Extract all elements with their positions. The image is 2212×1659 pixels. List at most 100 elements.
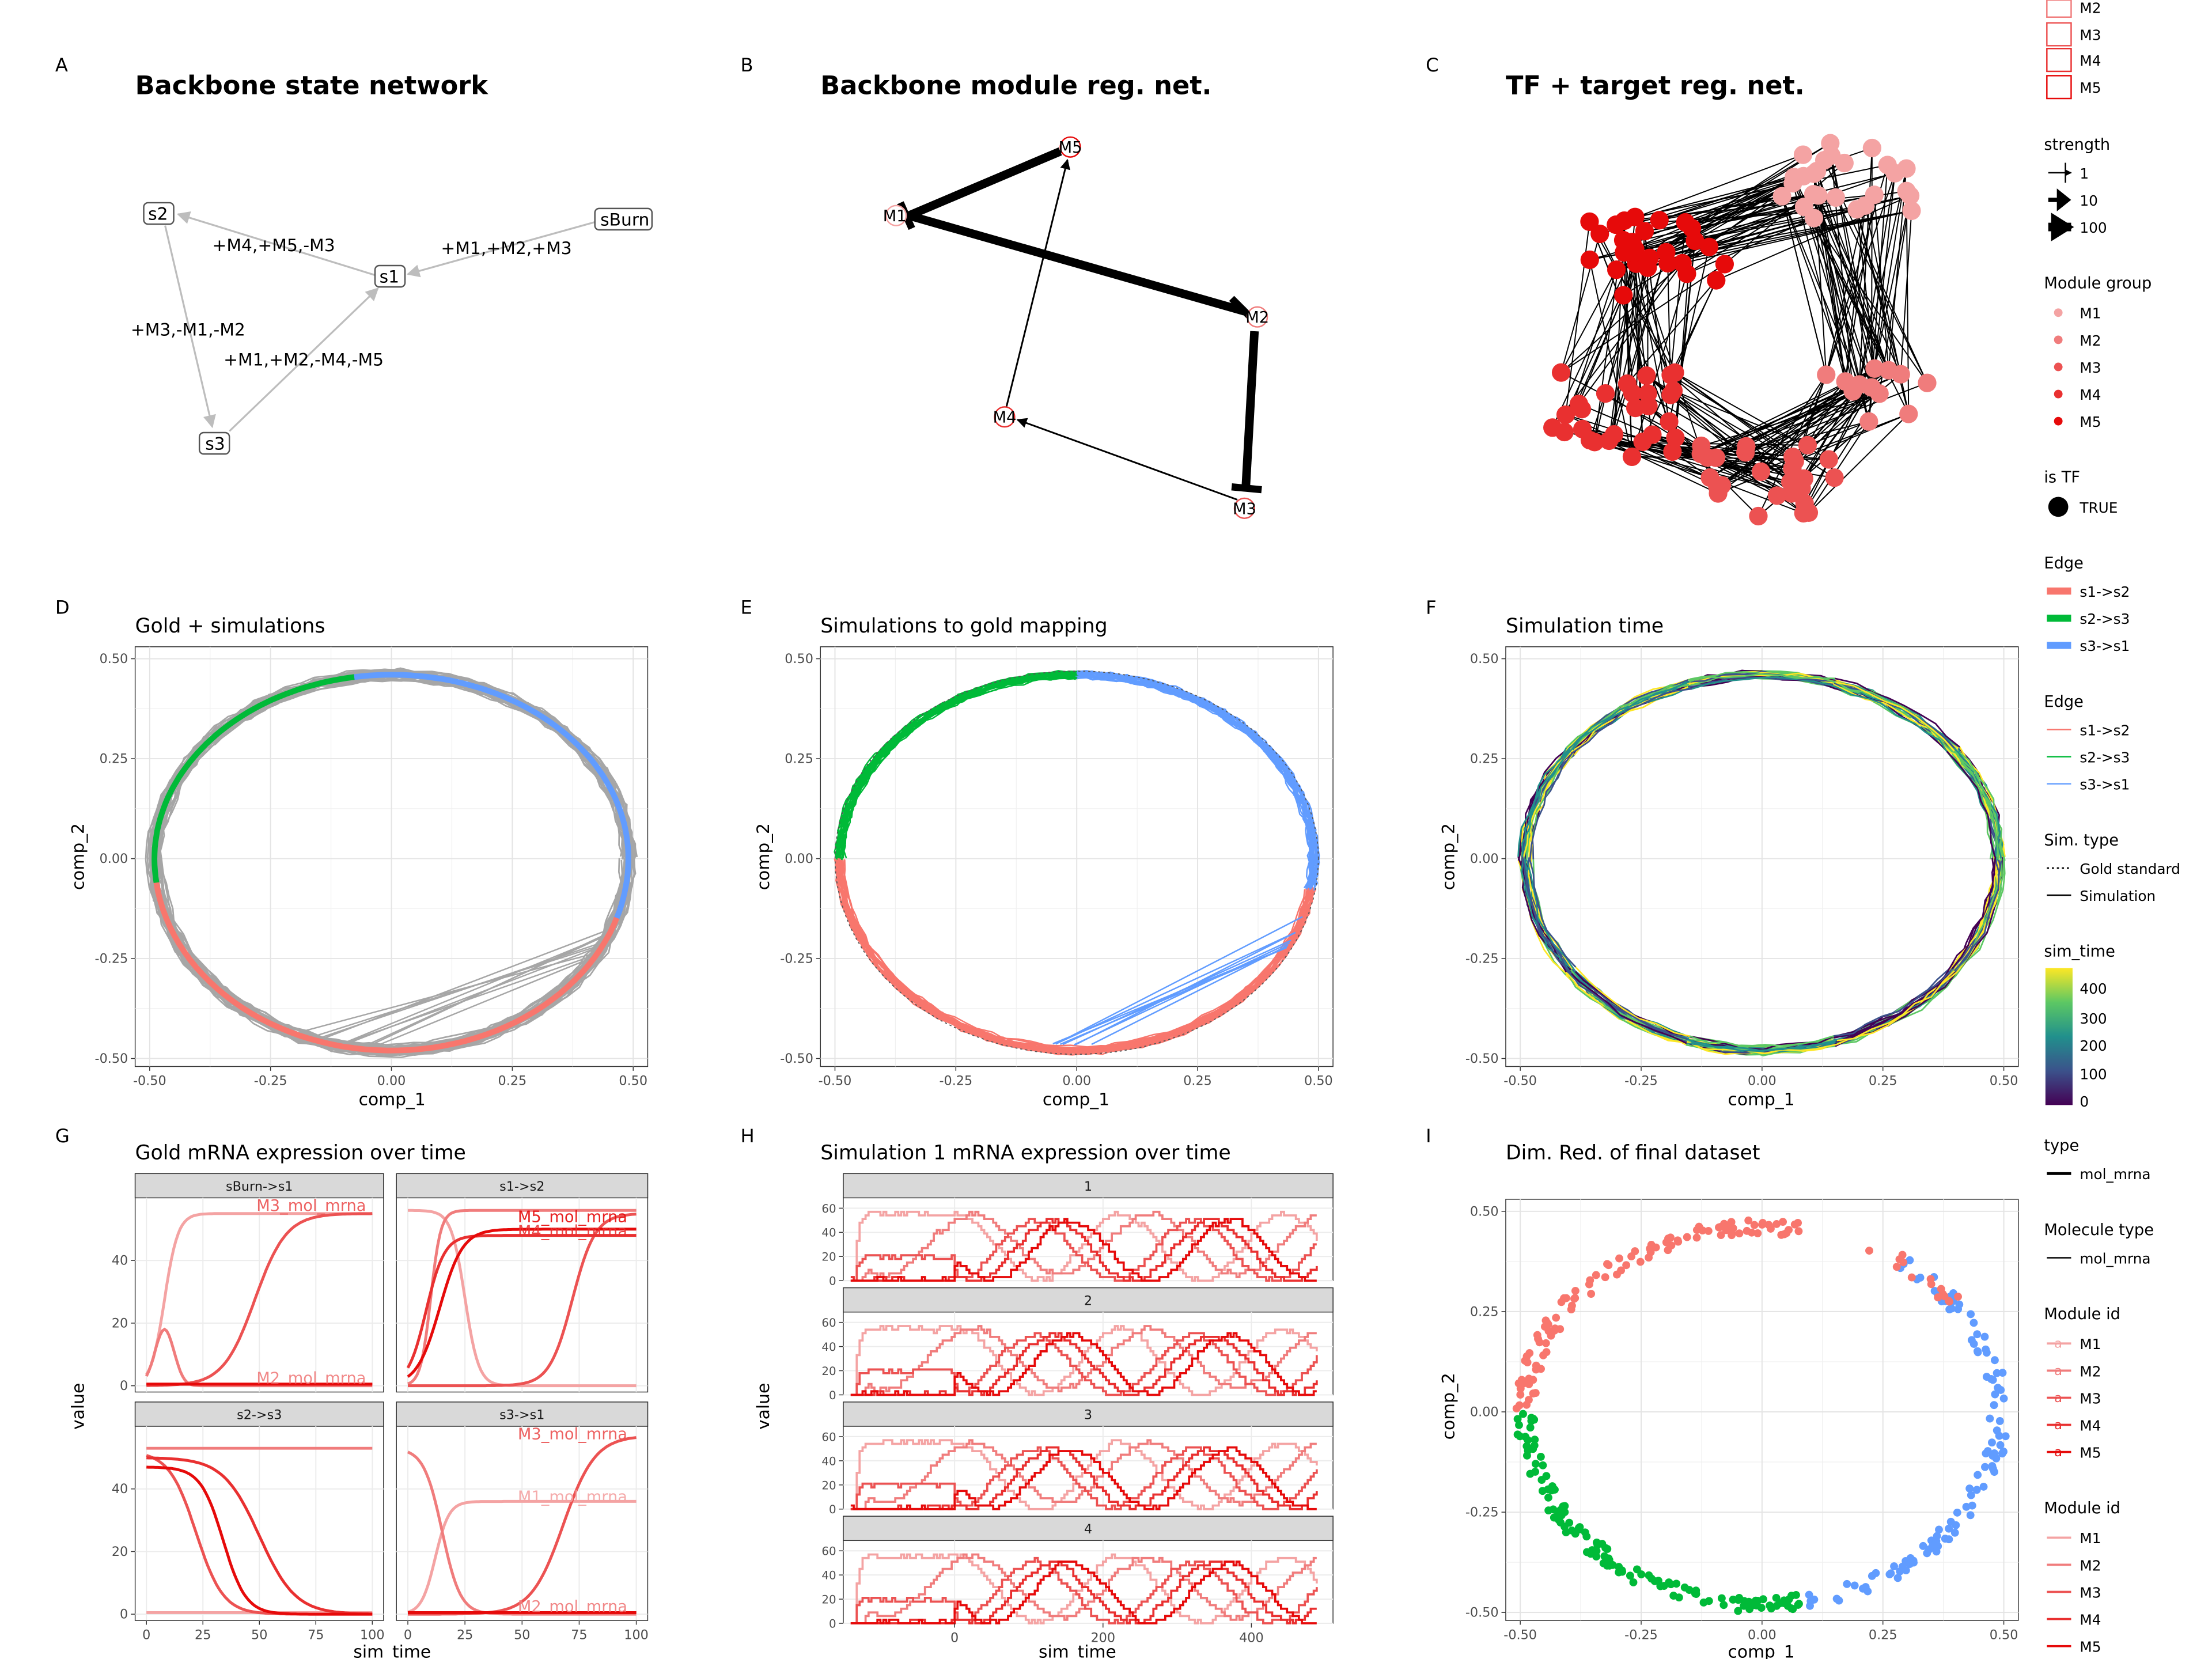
panel-tag-i: I	[1426, 1125, 1431, 1147]
legend-key: a	[2047, 1391, 2071, 1406]
legend-label: M2	[2080, 332, 2101, 349]
simulation-time-path	[1686, 1041, 1838, 1055]
regulation-edge	[1858, 173, 1896, 385]
regulation-edge	[1835, 197, 1928, 384]
data-point	[1968, 1501, 1976, 1510]
data-point	[1982, 1349, 1991, 1357]
expression-line	[407, 1209, 637, 1385]
data-point	[1983, 1447, 1992, 1456]
x-tick-label: 0	[142, 1627, 150, 1642]
legend-label: s3->s1	[2080, 777, 2130, 793]
data-point	[1910, 1558, 1918, 1567]
tf-node	[1650, 211, 1669, 230]
expression-line	[407, 1499, 637, 1614]
data-point	[1974, 1471, 1982, 1479]
legend-label: M2	[2080, 0, 2101, 16]
data-point	[1734, 1607, 1743, 1615]
regulation-edge	[1701, 393, 1880, 446]
x-tick-label: -0.25	[939, 1074, 972, 1089]
axis-xlabel-i: comp_1	[1728, 1642, 1795, 1659]
legend-label: M5	[2080, 79, 2101, 96]
data-point	[1515, 1421, 1523, 1429]
facet-strip	[396, 1402, 649, 1427]
x-tick-label: 75	[308, 1627, 324, 1642]
y-tick-label: -0.25	[95, 951, 128, 966]
tf-node	[1677, 264, 1696, 283]
tf-node	[1585, 433, 1604, 452]
y-tick-label: 40	[821, 1340, 836, 1354]
regulation-edge	[1589, 259, 1633, 457]
tf-node	[1638, 384, 1657, 403]
y-tick-label: 40	[112, 1482, 128, 1497]
data-point	[1601, 1273, 1609, 1282]
data-point	[1527, 1416, 1536, 1425]
curve-label: M3_mol_mrna	[256, 1197, 366, 1215]
data-point	[1554, 1516, 1563, 1524]
data-point	[1996, 1441, 2005, 1449]
data-point	[1785, 1595, 1793, 1604]
data-point	[1544, 1327, 1553, 1335]
tf-node	[1626, 207, 1645, 226]
sim-mapping-s2-s3	[840, 676, 1077, 861]
legend-edge-thin: Edge s1->s2 s2->s3 s3->s1	[2044, 693, 2130, 793]
data-point	[1945, 1305, 1954, 1314]
tf-node	[1607, 215, 1626, 234]
data-point	[1517, 1376, 1526, 1384]
node-m4: M4	[993, 409, 1017, 427]
sim-mapping-s3-s1	[1075, 671, 1319, 888]
regulation-edge	[1670, 394, 1802, 489]
sim-mapping-s3-s1	[1055, 931, 1296, 1045]
simulation-trajectory	[301, 952, 599, 1033]
data-point	[1603, 1545, 1612, 1553]
x-tick-label: -0.50	[1503, 1627, 1537, 1642]
data-point	[1525, 1380, 1533, 1388]
data-point	[1704, 1226, 1713, 1235]
legend-title: type	[2044, 1137, 2079, 1155]
sim-mapping-s1-s2	[840, 858, 1310, 1050]
regulation-edge	[1874, 195, 1911, 369]
data-point	[1719, 1601, 1728, 1609]
curve-label: M3_mol_mrna	[518, 1425, 627, 1443]
data-point	[1794, 1227, 1803, 1236]
legend-label: M1	[2080, 1336, 2101, 1353]
legend-label: s1->s2	[2080, 584, 2130, 600]
y-tick-label: 0.00	[100, 851, 128, 866]
simulation-trajectory	[344, 933, 609, 1044]
data-point	[1923, 1549, 1931, 1558]
facet-strip	[843, 1287, 1334, 1313]
tf-node	[1637, 366, 1656, 385]
simulation-time-path	[1835, 677, 1960, 748]
legend-title: Molecule type	[2044, 1221, 2154, 1239]
legend-dot	[2054, 308, 2063, 317]
sim-mapping-s3-s1	[1077, 670, 1320, 891]
legend-label: M4	[2080, 1417, 2101, 1434]
legend-label: M4	[2080, 52, 2101, 69]
legend-key: a	[2047, 1445, 2071, 1460]
data-point	[1973, 1330, 1982, 1339]
data-point	[1787, 1604, 1796, 1612]
curve-label: M2_mol_mrna	[256, 1370, 366, 1388]
simulation-time-path	[1946, 751, 1996, 857]
regulation-edge	[1856, 209, 1876, 369]
tf-node	[1543, 418, 1562, 437]
legend-key	[2046, 75, 2072, 100]
data-point	[1967, 1491, 1975, 1499]
y-tick-label: 0	[120, 1378, 128, 1393]
y-tick-label: 0	[829, 1617, 836, 1630]
data-point	[1945, 1524, 1953, 1533]
simulation-time-path	[1953, 860, 2002, 972]
data-point	[1805, 1590, 1813, 1599]
expression-line	[850, 1210, 1317, 1282]
data-point	[1919, 1541, 1927, 1550]
facet-strip	[396, 1173, 649, 1199]
y-tick-label: 0.25	[785, 752, 813, 767]
node-circle	[885, 204, 907, 226]
legend-label: Simulation	[2080, 888, 2156, 904]
x-tick-label: 0.00	[1062, 1074, 1091, 1089]
sim-mapping-s3-s1	[1091, 945, 1289, 1046]
tf-node	[1902, 201, 1921, 220]
data-point	[1954, 1293, 1962, 1301]
tf-node	[1666, 428, 1685, 448]
simulation-time-path	[1571, 680, 1690, 750]
tf-node	[1795, 494, 1814, 513]
